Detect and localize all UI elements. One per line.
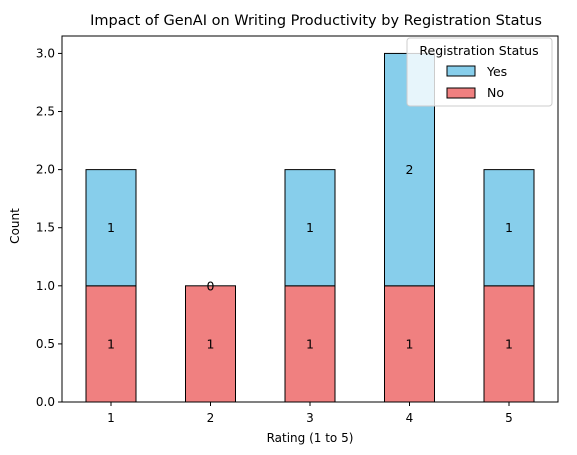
y-tick-label-3.0: 3.0 [36,46,55,60]
y-tick-label-2.5: 2.5 [36,105,55,119]
bar-yes-3 [284,169,336,287]
y-tick-label-2.0: 2.0 [36,163,55,177]
chart-title: Impact of GenAI on Writing Productivity … [90,13,542,29]
bar-yes-5 [483,169,535,287]
x-tick-label-4: 4 [406,411,414,425]
y-tick-label-0.0: 0.0 [36,395,55,409]
legend-swatch-no [446,87,476,99]
plot-area: 1 1 1 1 1 1 0 1 2 1 0.0 0.5 1.0 1.5 2.0 2.5 3.0 1 2 3 4 5 [36,35,559,425]
legend-swatch-yes [446,65,476,77]
y-tick-label-0.5: 0.5 [36,337,55,351]
x-tick-label-3: 3 [306,411,314,425]
bar-no-2 [185,285,236,403]
data-label-yes-1: 1 [107,220,115,235]
data-label-yes-2: 0 [207,278,215,293]
data-label-yes-3: 1 [306,220,314,235]
legend: Registration Status Yes No [406,37,553,107]
bar-no-4 [384,285,435,403]
y-tick-label-1.5: 1.5 [36,221,55,235]
data-label-no-4: 1 [406,336,414,351]
legend-title: Registration Status [419,43,538,58]
x-tick-label-1: 1 [107,411,115,425]
legend-label-no: No [487,85,504,100]
x-tick-label-5: 5 [505,411,513,425]
data-label-no-1: 1 [107,336,115,351]
data-label-yes-5: 1 [505,220,513,235]
legend-label-yes: Yes [486,64,507,79]
data-label-no-3: 1 [306,336,314,351]
x-axis-label: Rating (1 to 5) [267,431,354,445]
data-label-no-5: 1 [505,336,513,351]
x-tick-label-2: 2 [207,411,215,425]
data-label-yes-4: 2 [406,162,414,177]
bar-no-1 [85,285,137,403]
y-tick-label-1.0: 1.0 [36,279,55,293]
data-label-no-2: 1 [207,336,215,351]
legend-box [406,37,553,107]
bar-yes-1 [85,169,137,287]
y-axis-label: Count [8,208,22,244]
